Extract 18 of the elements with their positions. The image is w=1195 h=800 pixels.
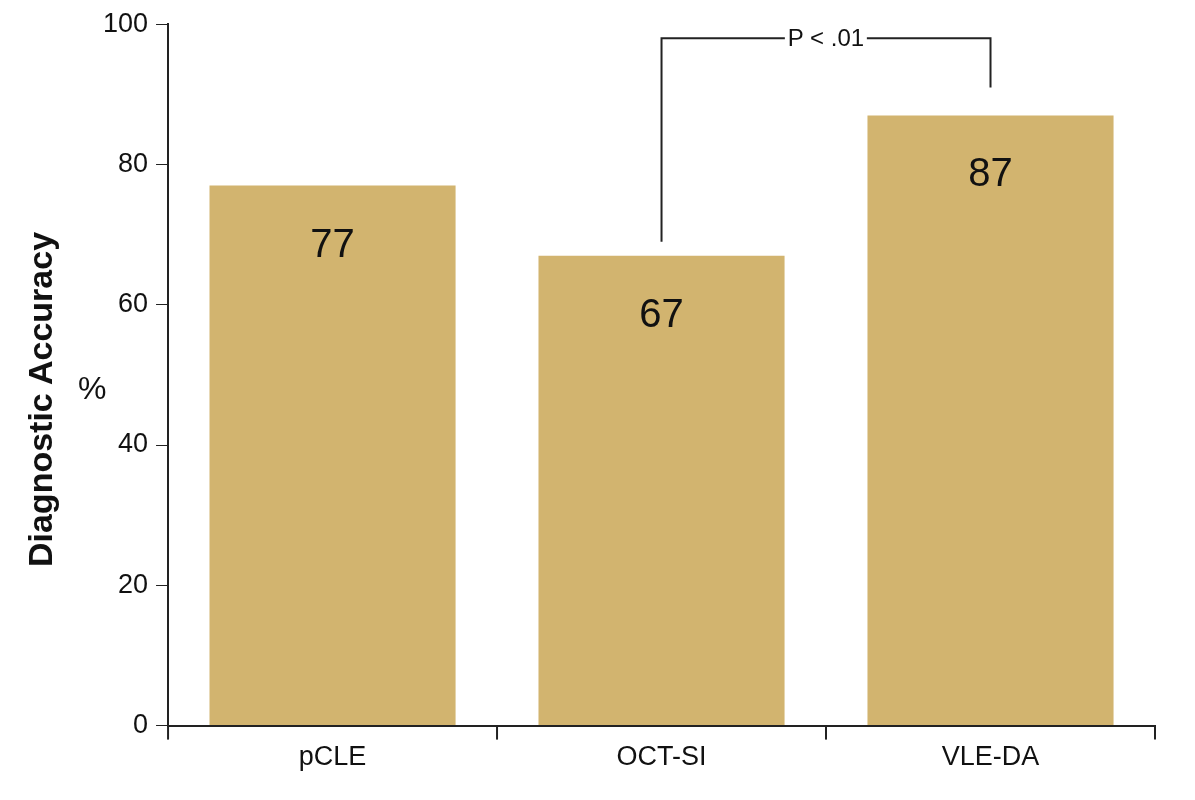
y-tick-label: 40 [118, 428, 149, 459]
x-tick-label: pCLE [298, 741, 367, 772]
text: % [78, 370, 107, 407]
y-tick-label: 100 [102, 7, 149, 38]
y-tick-label: 20 [118, 568, 149, 599]
bar [209, 185, 456, 726]
bar [538, 255, 785, 726]
x-tick-label: OCT-SI [616, 741, 707, 772]
y-tick-label: 0 [133, 709, 149, 740]
y-axis-title: Diagnostic Accuracy [20, 230, 60, 570]
x-tick-label: VLE-DA [941, 741, 1040, 772]
y-tick-label: 60 [118, 288, 149, 319]
data-label: 87 [968, 150, 1013, 195]
annotation: P < .01 [784, 24, 868, 53]
data-label: 77 [310, 220, 355, 265]
data-label: 67 [639, 290, 684, 335]
y-tick-label: 80 [118, 147, 149, 178]
bar [867, 115, 1114, 726]
